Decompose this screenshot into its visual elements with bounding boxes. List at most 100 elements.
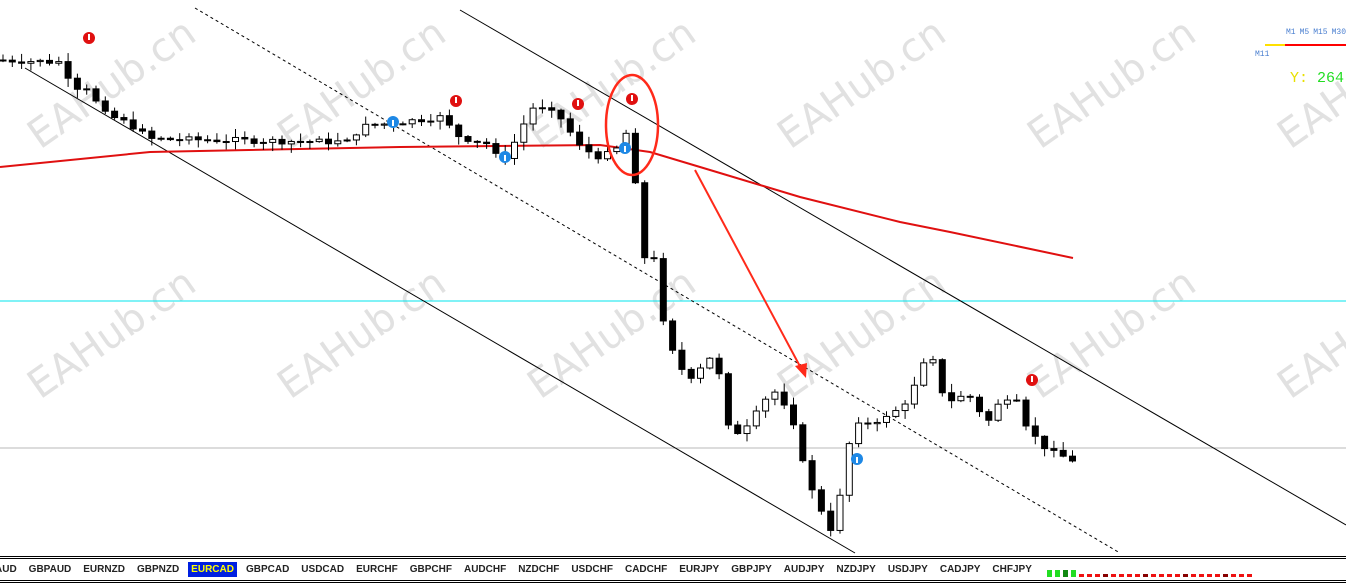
channel-upper-line[interactable] [459,9,1346,526]
candle [883,411,890,428]
buy-signal-icon [851,453,863,465]
candle [427,114,435,127]
candle [724,371,732,430]
watermark: EAHub.cn [269,10,454,159]
candle [213,133,221,144]
y-value: 264 [1317,70,1345,87]
candle [92,85,100,104]
moving-average-line [0,143,1074,259]
candle [250,135,258,148]
timeframe-m30[interactable]: M30 [1331,28,1346,37]
candle [836,488,844,534]
candle [204,135,212,144]
candle [938,358,946,397]
candle [780,383,788,410]
candle [948,383,956,409]
candle [594,147,602,164]
y-readout: Y: 264 [1290,70,1344,87]
symbol-nzdchf[interactable]: NZDCHF [518,564,560,575]
symbol-gbpcad[interactable]: GBPCAD [245,564,290,575]
symbol-eurnzd[interactable]: EURNZD [83,564,125,575]
symbol-cadjpy[interactable]: CADJPY [939,564,981,575]
y-label: Y: [1290,70,1309,87]
candle [706,356,714,370]
symbol-gbpchf[interactable]: GBPCHF [409,564,452,575]
highlight-ellipse [604,73,660,177]
candle [659,252,667,326]
candle [511,134,518,165]
candle [36,58,44,67]
symbol-nzdjpy[interactable]: NZDJPY [836,564,876,575]
symbol-usdjpy[interactable]: USDJPY [887,564,928,575]
watermark: EAHub.cn [1019,10,1204,159]
candle [799,422,807,463]
candle [920,358,928,387]
symbol-aud[interactable]: AUD [0,564,17,575]
candle [0,54,7,63]
candle [194,132,202,148]
candle [46,54,53,66]
timeframe-bar-yellow [1265,44,1285,46]
symbol-usdchf[interactable]: USDCHF [571,564,613,575]
candle [287,139,295,153]
symbol-usdcad[interactable]: USDCAD [301,564,345,575]
candle [985,408,993,426]
candle [1013,394,1021,402]
candle [445,109,453,129]
candle [334,132,342,147]
candle [83,84,91,95]
symbol-chfjpy[interactable]: CHFJPY [992,564,1032,575]
candle [929,355,937,366]
symbol-cadchf[interactable]: CADCHF [624,564,668,575]
strength-meter [1046,563,1252,577]
candle [752,405,760,430]
timeframe-indicator: M1 M5 M15 M30 M11 [1255,28,1346,68]
sell-signal-icon [450,95,462,107]
candle [483,138,491,149]
candle [845,441,853,502]
candle [473,140,481,149]
candle [697,363,704,384]
candle [548,101,556,118]
symbol-bar: AUD GBPAUD EURNZD GBPNZD EURCAD GBPCAD USDCAD E… [0,556,1346,583]
candle [1050,440,1058,458]
symbol-eurjpy[interactable]: EURJPY [679,564,720,575]
candle [111,107,119,120]
candles [0,53,1076,537]
timeframe-m5[interactable]: M5 [1299,28,1310,37]
buy-signal-icon [499,151,511,163]
candle [529,103,537,131]
candle [892,406,900,419]
candle [817,486,825,515]
candle [176,133,184,147]
candle [259,138,267,150]
candle [139,124,146,134]
price-chart[interactable]: EAHub.cn EAHub.cn EAHub.cn EAHub.cn EAHub.cn… [0,0,1346,556]
candle [1059,442,1067,458]
symbol-eurcad[interactable]: EURCAD [188,562,237,577]
watermark: EAHub.cn [519,260,704,409]
candle [455,123,463,145]
buy-signal-icon [387,116,399,128]
candle [418,114,425,126]
candle [315,136,323,143]
candle [1041,435,1049,457]
symbol-audchf[interactable]: AUDCHF [463,564,507,575]
candle [362,116,370,138]
symbol-gbpjpy[interactable]: GBPJPY [731,564,772,575]
channel-lower-line[interactable] [24,67,856,554]
candle [436,111,444,130]
symbol-gbpnzd[interactable]: GBPNZD [136,564,180,575]
candle [343,137,351,143]
channel-middle-dashed-line[interactable] [194,7,1121,554]
candle [557,108,565,128]
candle [520,115,528,151]
symbol-audjpy[interactable]: AUDJPY [783,564,825,575]
timeframe-m1[interactable]: M1 [1285,28,1296,37]
candle [157,136,165,142]
timeframe-m15[interactable]: M15 [1313,28,1328,37]
symbol-eurchf[interactable]: EURCHF [356,564,398,575]
symbol-gbpaud[interactable]: GBPAUD [28,564,72,575]
watermark: EAHub.cn [1269,260,1346,409]
candle [957,390,965,403]
